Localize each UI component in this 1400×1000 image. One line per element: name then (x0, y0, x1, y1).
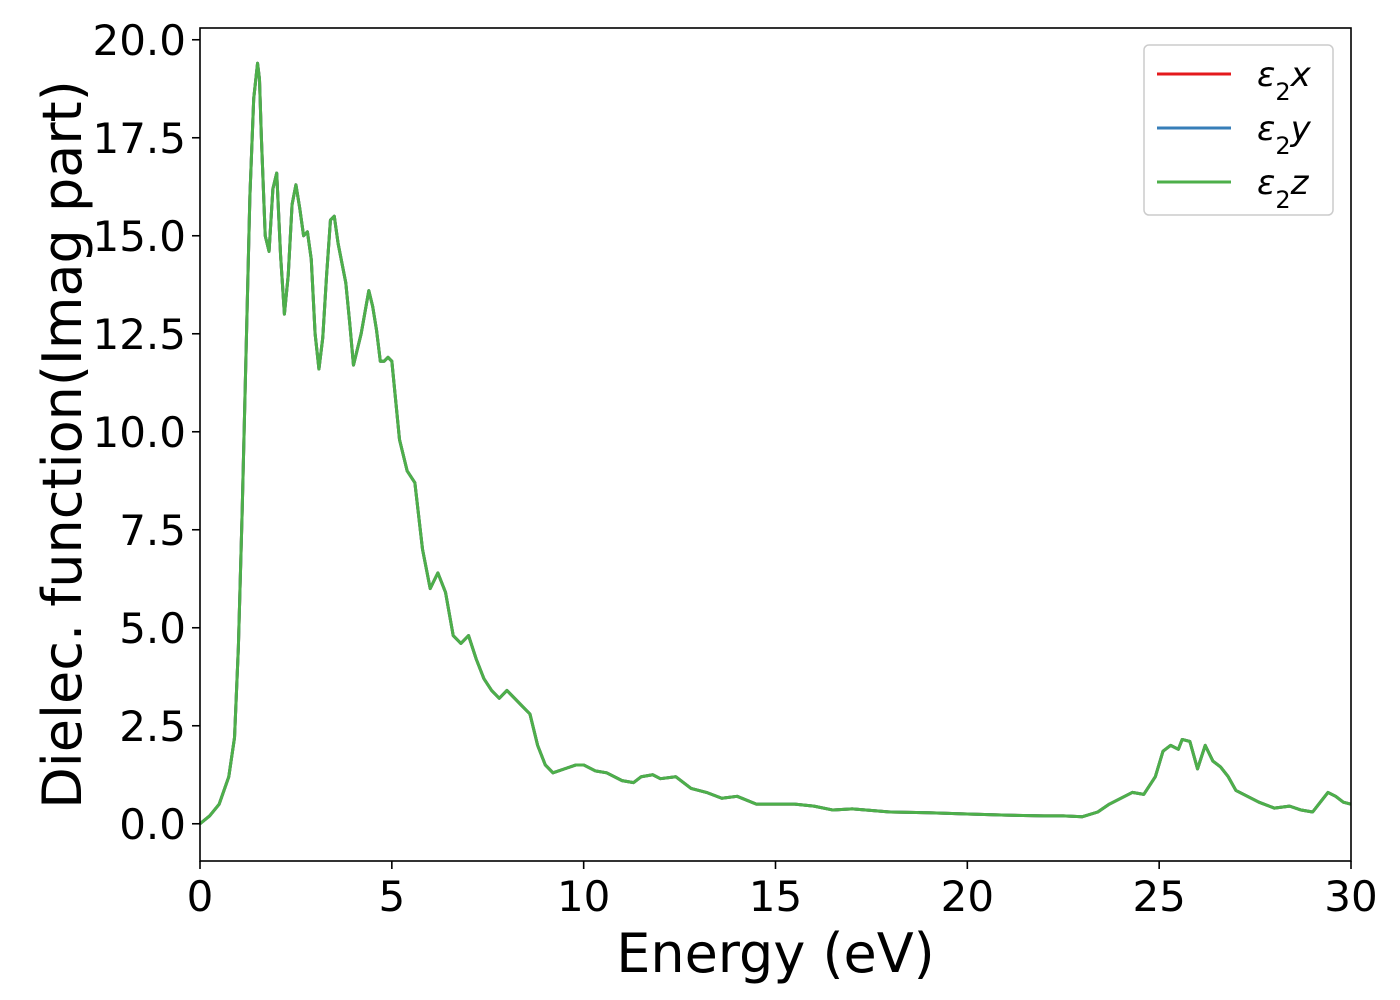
x-tick-label: 10 (557, 872, 610, 921)
x-axis-ticks: 0 5 10 15 20 25 30 (187, 861, 1378, 921)
legend-label-3: ε2z (1257, 163, 1310, 214)
y-tick-label: 10.0 (92, 408, 186, 457)
legend-box (1143, 44, 1334, 216)
x-axis-label: Energy (eV) (616, 922, 935, 985)
series-line-3 (199, 61, 1352, 825)
y-tick-label: 12.5 (92, 310, 186, 359)
y-tick-label: 0.0 (119, 800, 186, 849)
series-layer (199, 61, 1352, 825)
x-tick-label: 0 (187, 872, 214, 921)
legend-label-2: ε2y (1257, 109, 1312, 160)
x-tick-label: 15 (749, 872, 802, 921)
y-axis-label: Dielec. function(Imag part) (31, 80, 94, 809)
y-axis-ticks: 0.0 2.5 5.0 7.5 10.0 12.5 15.0 17.5 20.0 (92, 16, 200, 849)
x-tick-label: 30 (1324, 872, 1377, 921)
y-tick-label: 20.0 (92, 16, 186, 65)
y-tick-label: 5.0 (119, 604, 186, 653)
y-tick-label: 2.5 (119, 702, 186, 751)
y-tick-label: 7.5 (119, 506, 186, 555)
x-tick-label: 20 (941, 872, 994, 921)
legend-label-1: ε2x (1257, 55, 1312, 106)
x-tick-label: 5 (378, 872, 405, 921)
x-tick-label: 25 (1132, 872, 1185, 921)
y-tick-label: 15.0 (92, 212, 186, 261)
y-tick-label: 17.5 (92, 114, 186, 163)
